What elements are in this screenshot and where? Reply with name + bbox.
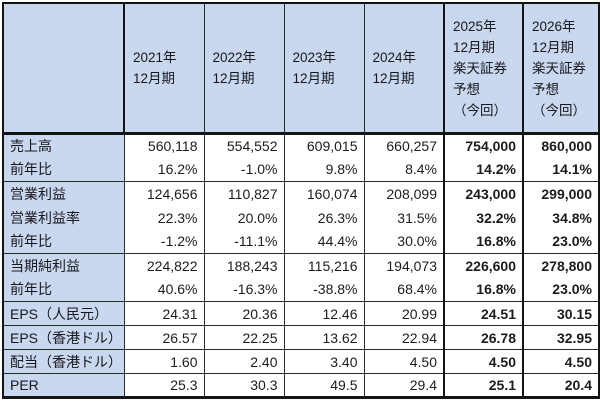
cell-forecast: 20.4 bbox=[522, 373, 600, 398]
column-header-2026-forecast: 2026年 12月期 楽天証券 予想 （今回） bbox=[522, 3, 600, 135]
cell-forecast: 16.8% bbox=[443, 277, 524, 302]
cell-forecast: 14.2% bbox=[443, 157, 524, 182]
row-label: 営業利益率 bbox=[2, 205, 125, 230]
row-label: 当期純利益 bbox=[2, 253, 125, 278]
column-header-2025-forecast: 2025年 12月期 楽天証券 予想 （今回） bbox=[443, 3, 524, 135]
cell: 110,827 bbox=[203, 181, 285, 206]
cell: 30.3 bbox=[203, 373, 285, 398]
cell-forecast: 243,000 bbox=[443, 181, 524, 206]
table-row-eps-hkd: EPS（香港ドル） 26.57 22.25 13.62 22.94 26.78 … bbox=[2, 325, 600, 350]
cell-forecast: 16.8% bbox=[443, 229, 524, 254]
column-header-2022: 2022年 12月期 bbox=[203, 3, 285, 135]
cell: 160,074 bbox=[283, 181, 365, 206]
cell: 9.8% bbox=[283, 157, 365, 182]
cell: 13.62 bbox=[283, 325, 365, 350]
cell: 4.50 bbox=[363, 349, 445, 374]
cell-forecast: 30.15 bbox=[522, 301, 600, 326]
cell: 208,099 bbox=[363, 181, 445, 206]
cell: 554,552 bbox=[203, 133, 285, 158]
cell-forecast: 754,000 bbox=[443, 133, 524, 158]
cell: 20.99 bbox=[363, 301, 445, 326]
cell: 224,822 bbox=[123, 253, 205, 278]
cell-forecast: 14.1% bbox=[522, 157, 600, 182]
table-row-operating-profit: 営業利益 124,656 110,827 160,074 208,099 243… bbox=[2, 181, 600, 206]
cell: 20.36 bbox=[203, 301, 285, 326]
cell: 40.6% bbox=[123, 277, 205, 302]
cell-forecast: 25.1 bbox=[443, 373, 524, 398]
cell: 124,656 bbox=[123, 181, 205, 206]
row-label: 前年比 bbox=[2, 157, 125, 182]
table-row-dividend-hkd: 配当（香港ドル） 1.60 2.40 3.40 4.50 4.50 4.50 bbox=[2, 349, 600, 374]
table-row-sales-yoy: 前年比 16.2% -1.0% 9.8% 8.4% 14.2% 14.1% bbox=[2, 157, 600, 182]
cell: -1.2% bbox=[123, 229, 205, 254]
corner-cell bbox=[2, 3, 125, 135]
column-header-2023: 2023年 12月期 bbox=[283, 3, 365, 135]
financial-forecast-table: 2021年 12月期 2022年 12月期 2023年 12月期 2024年 1… bbox=[2, 2, 600, 399]
cell: 194,073 bbox=[363, 253, 445, 278]
cell: -16.3% bbox=[203, 277, 285, 302]
row-label: EPS（人民元） bbox=[2, 301, 125, 326]
cell: 30.0% bbox=[363, 229, 445, 254]
column-header-2021: 2021年 12月期 bbox=[123, 3, 205, 135]
cell: 560,118 bbox=[123, 133, 205, 158]
table-row-net-yoy: 前年比 40.6% -16.3% -38.8% 68.4% 16.8% 23.0… bbox=[2, 277, 600, 302]
cell-forecast: 299,000 bbox=[522, 181, 600, 206]
table-row-operating-margin: 営業利益率 22.3% 20.0% 26.3% 31.5% 32.2% 34.8… bbox=[2, 205, 600, 230]
cell: 24.31 bbox=[123, 301, 205, 326]
row-label: EPS（香港ドル） bbox=[2, 325, 125, 350]
cell-forecast: 26.78 bbox=[443, 325, 524, 350]
cell: -1.0% bbox=[203, 157, 285, 182]
column-header-2024: 2024年 12月期 bbox=[363, 3, 445, 135]
row-label: 前年比 bbox=[2, 229, 125, 254]
row-label: 売上高 bbox=[2, 133, 125, 158]
cell: 20.0% bbox=[203, 205, 285, 230]
cell-forecast: 4.50 bbox=[522, 349, 600, 374]
cell: -11.1% bbox=[203, 229, 285, 254]
cell-forecast: 860,000 bbox=[522, 133, 600, 158]
row-label: 前年比 bbox=[2, 277, 125, 302]
cell: 31.5% bbox=[363, 205, 445, 230]
cell-forecast: 32.95 bbox=[522, 325, 600, 350]
cell: 22.25 bbox=[203, 325, 285, 350]
cell-forecast: 23.0% bbox=[522, 277, 600, 302]
cell: 22.94 bbox=[363, 325, 445, 350]
cell: -38.8% bbox=[283, 277, 365, 302]
cell: 3.40 bbox=[283, 349, 365, 374]
table-row-per: PER 25.3 30.3 49.5 29.4 25.1 20.4 bbox=[2, 373, 600, 398]
table-row-net-profit: 当期純利益 224,822 188,243 115,216 194,073 22… bbox=[2, 253, 600, 278]
cell: 2.40 bbox=[203, 349, 285, 374]
cell: 26.57 bbox=[123, 325, 205, 350]
cell: 16.2% bbox=[123, 157, 205, 182]
cell: 68.4% bbox=[363, 277, 445, 302]
cell-forecast: 4.50 bbox=[443, 349, 524, 374]
cell-forecast: 34.8% bbox=[522, 205, 600, 230]
cell: 609,015 bbox=[283, 133, 365, 158]
row-label: 配当（香港ドル） bbox=[2, 349, 125, 374]
table-row-eps-rmb: EPS（人民元） 24.31 20.36 12.46 20.99 24.51 3… bbox=[2, 301, 600, 326]
cell: 25.3 bbox=[123, 373, 205, 398]
cell: 44.4% bbox=[283, 229, 365, 254]
cell: 660,257 bbox=[363, 133, 445, 158]
cell-forecast: 278,800 bbox=[522, 253, 600, 278]
cell: 115,216 bbox=[283, 253, 365, 278]
cell: 49.5 bbox=[283, 373, 365, 398]
cell: 26.3% bbox=[283, 205, 365, 230]
cell-forecast: 32.2% bbox=[443, 205, 524, 230]
table-row-sales: 売上高 560,118 554,552 609,015 660,257 754,… bbox=[2, 133, 600, 158]
cell: 1.60 bbox=[123, 349, 205, 374]
cell-forecast: 24.51 bbox=[443, 301, 524, 326]
header-row: 2021年 12月期 2022年 12月期 2023年 12月期 2024年 1… bbox=[2, 3, 600, 135]
cell-forecast: 226,600 bbox=[443, 253, 524, 278]
cell: 188,243 bbox=[203, 253, 285, 278]
row-label: 営業利益 bbox=[2, 181, 125, 206]
cell: 29.4 bbox=[363, 373, 445, 398]
row-label: PER bbox=[2, 373, 125, 398]
cell: 12.46 bbox=[283, 301, 365, 326]
cell: 22.3% bbox=[123, 205, 205, 230]
cell-forecast: 23.0% bbox=[522, 229, 600, 254]
table-row-operating-yoy: 前年比 -1.2% -11.1% 44.4% 30.0% 16.8% 23.0% bbox=[2, 229, 600, 254]
cell: 8.4% bbox=[363, 157, 445, 182]
